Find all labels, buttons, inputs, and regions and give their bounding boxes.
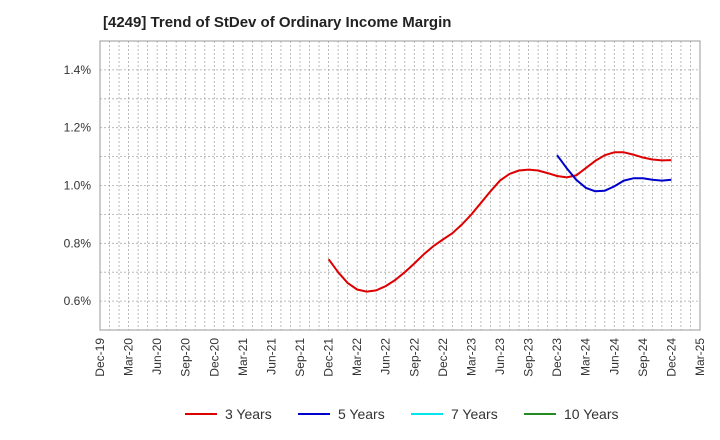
series-line-3-years (327, 151, 672, 293)
x-tick-label: Mar-21 (236, 338, 250, 376)
x-tick-label: Dec-22 (436, 338, 450, 377)
chart-title: [4249] Trend of StDev of Ordinary Income… (103, 14, 452, 31)
y-axis: 0.6% 0.8% 1.0% 1.2% 1.4% (64, 63, 92, 308)
series-line-5-years (556, 154, 672, 193)
x-tick-label: Dec-24 (664, 338, 678, 377)
legend-label-7-years: 7 Years (451, 406, 498, 422)
x-tick-label: Jun-20 (150, 338, 164, 375)
x-tick-label: Mar-23 (464, 338, 478, 376)
legend-label-5-years: 5 Years (338, 406, 385, 422)
x-tick-label: Dec-20 (207, 338, 221, 377)
series-lines (327, 151, 672, 293)
grid-lines (100, 41, 700, 330)
x-tick-label: Jun-23 (493, 338, 507, 375)
x-tick-label: Sep-22 (407, 338, 421, 377)
x-tick-label: Sep-24 (636, 338, 650, 377)
y-tick-label: 1.4% (64, 63, 92, 77)
y-tick-label: 1.2% (64, 121, 92, 135)
x-axis: Dec-19 Mar-20 Jun-20 Sep-20 Dec-20 Mar-21 Jun-… (93, 338, 707, 377)
x-tick-label: Dec-19 (93, 338, 107, 377)
x-tick-label: Mar-20 (122, 338, 136, 376)
legend: 3 Years 5 Years 7 Years 10 Years (185, 406, 619, 422)
x-tick-label: Jun-22 (379, 338, 393, 375)
x-tick-label: Sep-21 (293, 338, 307, 377)
legend-label-3-years: 3 Years (225, 406, 272, 422)
x-tick-label: Dec-23 (550, 338, 564, 377)
x-tick-label: Dec-21 (322, 338, 336, 377)
x-tick-label: Sep-20 (179, 338, 193, 377)
y-tick-label: 1.0% (64, 179, 92, 193)
x-tick-label: Jun-21 (264, 338, 278, 375)
x-tick-label: Jun-24 (607, 338, 621, 375)
x-tick-label: Mar-25 (693, 338, 707, 376)
x-tick-label: Mar-24 (579, 338, 593, 376)
y-tick-label: 0.8% (64, 236, 92, 250)
x-tick-label: Sep-23 (522, 338, 536, 377)
x-tick-label: Mar-22 (350, 338, 364, 376)
plot-area-frame (99, 40, 701, 331)
y-tick-label: 0.6% (64, 294, 92, 308)
legend-label-10-years: 10 Years (564, 406, 619, 422)
